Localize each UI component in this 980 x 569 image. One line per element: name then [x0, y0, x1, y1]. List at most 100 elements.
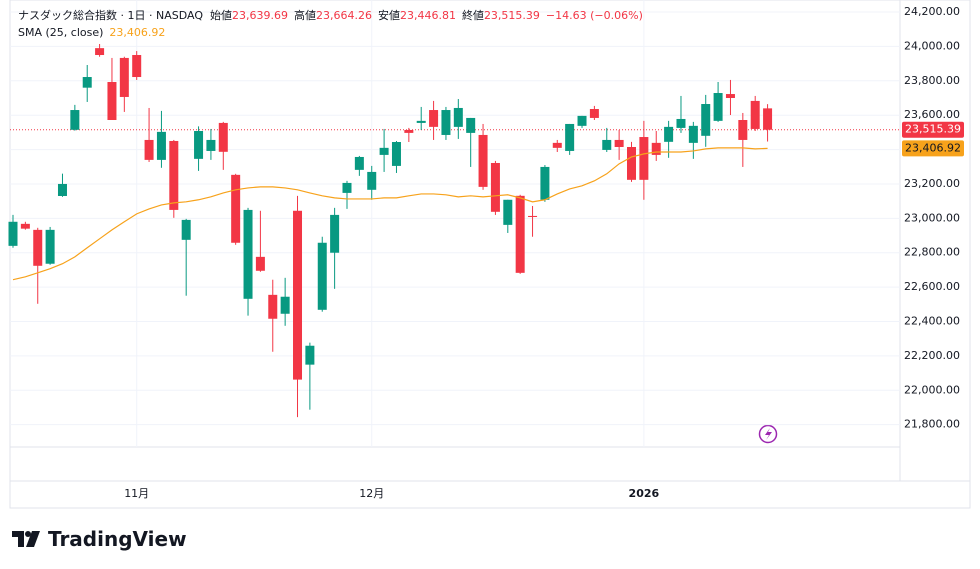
- candle-body: [763, 108, 773, 130]
- candle-body: [342, 182, 352, 193]
- candle-body: [540, 166, 550, 200]
- brand-name: TradingView: [48, 527, 187, 551]
- candle-body: [132, 55, 142, 78]
- candle-body: [20, 223, 30, 229]
- x-tick-label: 12月: [359, 487, 384, 500]
- candle-body: [651, 142, 661, 155]
- y-tick-label: 23,000.00: [904, 211, 960, 224]
- candle-body: [354, 156, 364, 170]
- sma-line: [12, 147, 768, 281]
- legend-row: ナスダック総合指数 · 1日 · NASDAQ 始値23,639.69 高値23,…: [18, 7, 649, 24]
- price-tag-label: 23,515.39: [905, 123, 961, 136]
- candle-body: [577, 115, 587, 126]
- candle-body: [688, 125, 698, 143]
- candle-body: [367, 171, 377, 190]
- candle-body: [478, 134, 488, 187]
- y-tick-label: 23,800.00: [904, 74, 960, 87]
- price-tag-label: 23,406.92: [905, 141, 961, 154]
- candle-body: [70, 110, 80, 130]
- candle-body: [181, 219, 191, 240]
- candle-body: [268, 294, 278, 319]
- legend: ナスダック総合指数 · 1日 · NASDAQ 始値23,639.69 高値23,…: [18, 7, 649, 41]
- label: 始値: [209, 9, 232, 22]
- candle-body: [429, 110, 439, 127]
- candle-body: [404, 129, 414, 133]
- y-tick-label: 22,800.00: [904, 246, 960, 259]
- candle-body: [218, 122, 228, 152]
- candle-body: [441, 110, 451, 135]
- x-tick-label: 11月: [124, 487, 149, 500]
- candle-body: [664, 126, 674, 142]
- candle-body: [379, 147, 389, 155]
- brand-logo: [12, 531, 40, 547]
- candle-body: [280, 296, 290, 314]
- label: 安値: [377, 9, 400, 22]
- candle-body: [416, 120, 426, 123]
- candle-body: [156, 131, 166, 160]
- candle-body: [33, 229, 43, 266]
- candle-body: [552, 142, 562, 148]
- candle-body: [750, 100, 760, 129]
- candle-body: [255, 256, 265, 271]
- x-tick-label: 2026: [629, 487, 660, 500]
- label: 終値: [461, 9, 484, 22]
- y-tick-label: 21,800.00: [904, 418, 960, 431]
- candle-body: [305, 345, 315, 365]
- change: −14.63 (−0.06%): [545, 9, 643, 22]
- candle-body: [169, 140, 179, 210]
- candle-body: [602, 139, 612, 150]
- candle-body: [8, 221, 18, 246]
- candle-body: [528, 215, 538, 217]
- candle-body: [701, 104, 711, 136]
- candle-body: [330, 214, 340, 253]
- candle-body: [490, 162, 500, 212]
- candle-body: [82, 77, 92, 88]
- candle-body: [515, 195, 525, 273]
- value: 23,664.26: [315, 9, 372, 22]
- candle-body: [589, 108, 599, 118]
- price-tag: [902, 140, 964, 157]
- candle-body: [45, 229, 55, 264]
- y-tick-label: 23,600.00: [904, 108, 960, 121]
- candle-body: [639, 137, 649, 180]
- candle-body: [317, 242, 327, 310]
- replay-icon[interactable]: [758, 424, 778, 444]
- brand: TradingView: [12, 527, 187, 551]
- candle-body: [231, 174, 241, 243]
- candle-body: [565, 123, 575, 151]
- candle-body: [627, 146, 636, 180]
- sma-value: 23,406.92: [109, 26, 166, 39]
- y-tick-label: 24,000.00: [904, 39, 960, 52]
- candle-body: [107, 82, 117, 121]
- y-tick-label: 23,200.00: [904, 177, 960, 190]
- symbol-title: ナスダック総合指数 · 1日 · NASDAQ: [18, 9, 203, 22]
- y-tick-label: 24,200.00: [904, 5, 960, 18]
- value: 23,639.69: [231, 9, 288, 22]
- candle-body: [738, 120, 748, 140]
- value: 23,515.39: [483, 9, 540, 22]
- candle-body: [391, 142, 401, 166]
- candle-body: [293, 210, 303, 380]
- candle-body: [453, 107, 463, 127]
- y-tick-label: 22,000.00: [904, 383, 960, 396]
- candle-body: [95, 48, 105, 56]
- candle-body: [243, 209, 253, 299]
- sma-name: SMA (25, close): [18, 26, 104, 39]
- candle-body: [466, 117, 476, 133]
- candle-body: [194, 131, 204, 159]
- candle-body: [503, 199, 513, 225]
- y-tick-label: 22,600.00: [904, 280, 960, 293]
- candle-body: [206, 139, 216, 151]
- y-tick-label: 22,400.00: [904, 314, 960, 327]
- candle-body: [713, 93, 723, 121]
- legend-row: SMA (25, close) 23,406.92: [18, 24, 649, 41]
- value: 23,446.81: [399, 9, 456, 22]
- candle-body: [676, 118, 686, 128]
- chart: 21,800.00 22,000.00 22,200.00 22,400.00 22,6…: [8, 0, 971, 509]
- candle-body: [725, 94, 735, 98]
- frame: [9, 0, 971, 509]
- candle-body: [144, 139, 154, 160]
- candle-body: [614, 139, 624, 147]
- price-tag: [902, 121, 964, 138]
